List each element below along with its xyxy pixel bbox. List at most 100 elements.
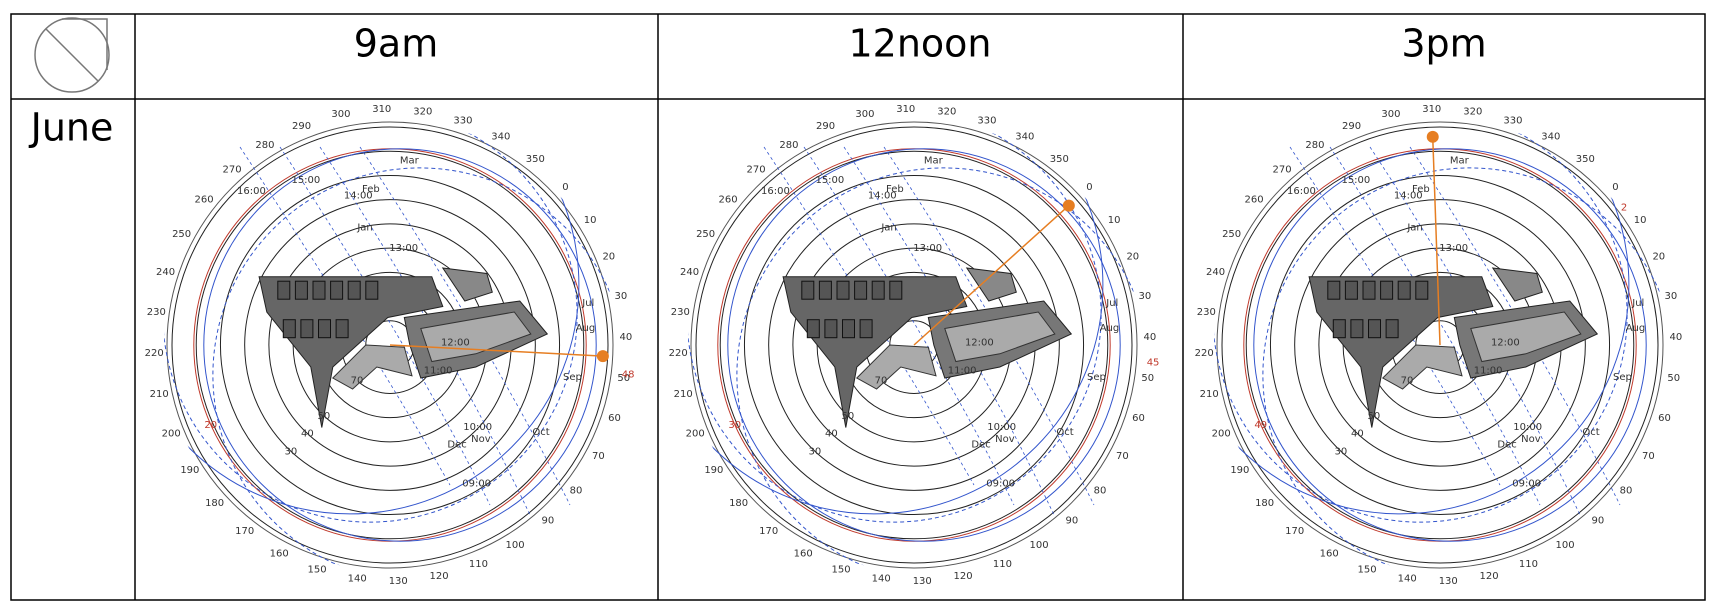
hour-line: [803, 146, 1015, 506]
month-label: Jul: [1105, 298, 1118, 309]
azimuth-label: 280: [255, 140, 274, 151]
azimuth-label: 250: [1222, 229, 1241, 240]
building: [1470, 311, 1582, 363]
hour-label: 10:00: [987, 422, 1016, 433]
azimuth-label: 130: [1439, 576, 1458, 587]
house: [330, 280, 344, 300]
month-label: Mar: [1450, 156, 1470, 167]
red-label: 30: [728, 420, 741, 431]
altitude-label: 70: [351, 375, 364, 386]
azimuth-label: 240: [156, 267, 175, 278]
sun-path-curve: [164, 119, 580, 515]
altitude-ring: [1245, 150, 1635, 540]
sun-marker: [596, 350, 609, 363]
azimuth-label: 200: [162, 428, 181, 439]
terrace: [1381, 344, 1463, 390]
sun-ray: [1431, 136, 1441, 346]
house: [300, 319, 314, 339]
house: [1344, 280, 1358, 300]
altitude-ring: [244, 199, 536, 491]
altitude-ring: [195, 150, 585, 540]
house: [1415, 280, 1429, 300]
azimuth-label: 280: [1305, 140, 1324, 151]
azimuth-label: 300: [331, 109, 350, 120]
column-header: 12noon: [848, 22, 991, 66]
building: [944, 311, 1056, 363]
month-label: Jan: [880, 223, 896, 234]
sun-path-curve: [212, 167, 616, 571]
hour-label: 12:00: [965, 338, 994, 349]
azimuth-label: 90: [542, 515, 555, 526]
house: [282, 319, 296, 339]
azimuth-label: 20: [602, 252, 615, 263]
azimuth-label: 270: [747, 165, 766, 176]
hour-label: 14:00: [868, 191, 897, 202]
house: [1380, 280, 1394, 300]
hour-label: 13:00: [1439, 243, 1468, 254]
azimuth-label: 290: [816, 121, 835, 132]
sun-path-curve: [164, 119, 578, 523]
sun-path-curve: [688, 119, 1104, 515]
terrace: [331, 344, 413, 390]
month-label: Jul: [581, 298, 594, 309]
hour-label: 13:00: [913, 243, 942, 254]
altitude-ring: [1294, 199, 1586, 491]
altitude-label: 50: [1368, 411, 1381, 422]
month-label: Nov: [1521, 434, 1541, 445]
table-grid: [10, 13, 1706, 601]
sun-path-diagram: 0102030405060708090100110120130140150160…: [145, 104, 635, 587]
building: [420, 311, 532, 363]
azimuth-label: 220: [145, 348, 164, 359]
outer-ring: [166, 121, 614, 569]
azimuth-label: 170: [759, 526, 778, 537]
azimuth-label: 180: [1255, 498, 1274, 509]
house: [277, 280, 291, 300]
azimuth-label: 80: [1620, 485, 1633, 496]
azimuth-label: 240: [1206, 267, 1225, 278]
azimuth-label: 300: [855, 109, 874, 120]
azimuth-label: 230: [1197, 307, 1216, 318]
azimuth-label: 180: [729, 498, 748, 509]
house: [824, 319, 838, 339]
sun-path-curve: [1262, 167, 1666, 571]
hour-label: 09:00: [1512, 479, 1541, 490]
hour-label: 11:00: [1474, 366, 1503, 377]
sun-marker: [1426, 130, 1439, 143]
altitude-ring: [219, 174, 561, 516]
azimuth-label: 90: [1066, 515, 1079, 526]
azimuth-label: 210: [150, 389, 169, 400]
month-label: Dec: [447, 439, 466, 450]
red-label: 20: [204, 420, 217, 431]
azimuth-label: 250: [172, 229, 191, 240]
house: [335, 319, 349, 339]
azimuth-label: 170: [235, 526, 254, 537]
azimuth-label: 230: [671, 307, 690, 318]
hour-label: 11:00: [424, 366, 453, 377]
azimuth-label: 30: [1664, 291, 1677, 302]
month-label: Nov: [471, 434, 491, 445]
azimuth-label: 330: [453, 116, 472, 127]
azimuth-label: 40: [619, 332, 632, 343]
azimuth-label: 0: [1612, 182, 1618, 193]
month-label: Feb: [886, 184, 904, 195]
building: [965, 267, 1017, 302]
month-label: Aug: [576, 323, 596, 334]
azimuth-label: 280: [779, 140, 798, 151]
red-label: 2: [1621, 203, 1627, 214]
sun-path-curve: [1214, 119, 1630, 515]
hour-label: 10:00: [1513, 422, 1542, 433]
azimuth-label: 310: [372, 104, 391, 115]
azimuth-label: 70: [1642, 451, 1655, 462]
altitude-label: 30: [1335, 446, 1348, 457]
azimuth-label: 260: [1244, 195, 1263, 206]
azimuth-label: 0: [1086, 182, 1092, 193]
altitude-label: 40: [1351, 429, 1364, 440]
azimuth-label: 200: [1212, 428, 1231, 439]
altitude-label: 40: [825, 429, 838, 440]
azimuth-label: 160: [270, 548, 289, 559]
hour-line: [1329, 146, 1541, 506]
azimuth-label: 140: [348, 574, 367, 585]
azimuth-label: 310: [1422, 104, 1441, 115]
house: [1327, 280, 1341, 300]
altitude-ring: [768, 199, 1060, 491]
